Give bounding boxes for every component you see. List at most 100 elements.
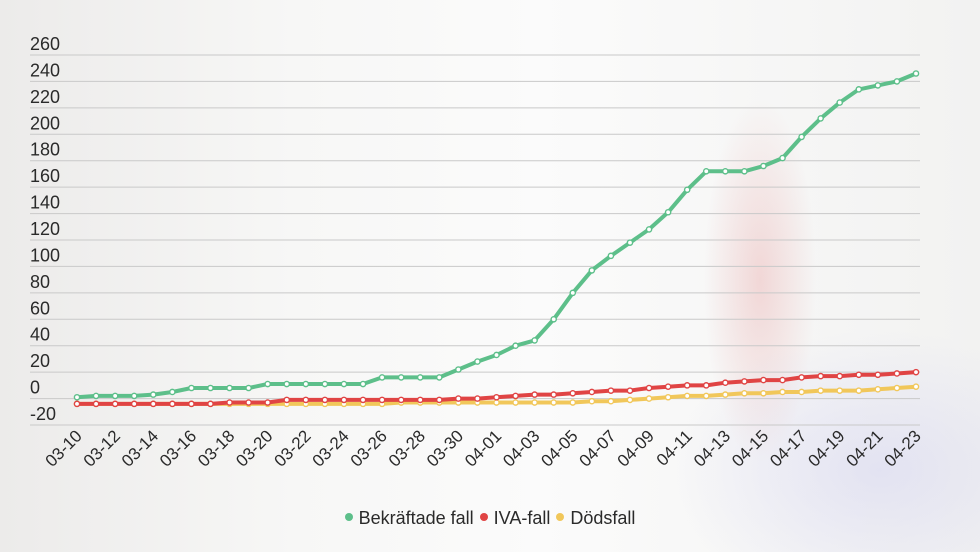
data-point-iva-fall xyxy=(893,370,901,377)
data-point-d-dsfall xyxy=(798,388,805,396)
series-lines xyxy=(73,70,920,408)
data-point-d-dsfall xyxy=(607,397,615,405)
data-point-bekr-ftade-fall xyxy=(378,374,386,381)
data-point-iva-fall xyxy=(607,387,615,394)
data-point-iva-fall xyxy=(722,379,729,387)
data-point-bekr-ftade-fall xyxy=(741,167,748,175)
data-point-d-dsfall xyxy=(817,387,824,394)
y-tick-label: 180 xyxy=(30,140,60,160)
data-point-iva-fall xyxy=(169,400,176,408)
data-point-iva-fall xyxy=(474,395,481,402)
data-point-d-dsfall xyxy=(531,399,538,406)
data-point-iva-fall xyxy=(359,396,367,404)
legend-label: Bekräftade fall xyxy=(358,508,474,528)
data-point-bekr-ftade-fall xyxy=(245,384,252,392)
data-point-d-dsfall xyxy=(645,395,653,402)
data-point-iva-fall xyxy=(188,400,195,408)
data-point-bekr-ftade-fall xyxy=(188,384,195,392)
data-point-bekr-ftade-fall xyxy=(531,337,538,344)
data-point-iva-fall xyxy=(73,400,81,408)
data-point-iva-fall xyxy=(626,387,634,394)
legend-item: Bekräftade fall xyxy=(344,508,474,529)
data-point-iva-fall xyxy=(245,399,252,406)
y-tick-label: 40 xyxy=(30,325,50,345)
data-point-d-dsfall xyxy=(493,399,500,406)
data-point-iva-fall xyxy=(302,396,310,404)
y-tick-label: 0 xyxy=(30,378,40,398)
data-point-bekr-ftade-fall xyxy=(359,380,367,388)
data-point-iva-fall xyxy=(149,400,157,408)
data-point-bekr-ftade-fall xyxy=(645,226,653,233)
data-point-bekr-ftade-fall xyxy=(817,115,824,122)
data-point-bekr-ftade-fall xyxy=(798,133,805,141)
x-tick-label: 04-13 xyxy=(690,426,734,470)
data-point-bekr-ftade-fall xyxy=(893,78,901,85)
data-point-iva-fall xyxy=(226,399,233,406)
x-tick-label: 04-03 xyxy=(499,426,543,470)
data-point-d-dsfall xyxy=(664,393,672,401)
y-tick-label: 20 xyxy=(30,351,50,371)
data-point-iva-fall xyxy=(836,372,844,380)
x-tick-label: 04-15 xyxy=(728,426,772,470)
data-point-iva-fall xyxy=(645,384,653,392)
data-point-iva-fall xyxy=(283,396,291,404)
data-point-d-dsfall xyxy=(760,389,767,397)
x-tick-label: 03-12 xyxy=(80,426,124,470)
data-point-bekr-ftade-fall xyxy=(664,208,672,216)
data-point-d-dsfall xyxy=(702,392,710,400)
data-point-bekr-ftade-fall xyxy=(397,374,405,381)
data-point-bekr-ftade-fall xyxy=(149,391,157,398)
data-point-bekr-ftade-fall xyxy=(836,99,844,106)
data-point-bekr-ftade-fall xyxy=(226,384,233,392)
data-point-iva-fall xyxy=(588,388,596,396)
x-axis-ticks: 03-1003-1203-1403-1603-1803-2003-2203-24… xyxy=(42,426,925,470)
data-point-bekr-ftade-fall xyxy=(416,374,424,381)
y-tick-label: 260 xyxy=(30,34,60,54)
legend-item: IVA-fall xyxy=(479,508,550,529)
x-tick-label: 03-30 xyxy=(423,426,467,470)
data-point-iva-fall xyxy=(435,396,443,404)
data-point-iva-fall xyxy=(817,372,824,380)
data-point-bekr-ftade-fall xyxy=(130,392,138,400)
legend-label: Dödsfall xyxy=(570,508,636,528)
x-tick-label: 04-23 xyxy=(881,426,925,470)
x-tick-label: 03-14 xyxy=(118,426,162,470)
data-point-bekr-ftade-fall xyxy=(321,380,329,388)
data-point-iva-fall xyxy=(130,400,138,408)
data-point-bekr-ftade-fall xyxy=(912,70,920,77)
data-point-iva-fall xyxy=(207,400,214,408)
data-point-bekr-ftade-fall xyxy=(283,380,291,388)
x-tick-label: 03-26 xyxy=(347,426,391,470)
data-point-bekr-ftade-fall xyxy=(455,366,462,373)
x-tick-label: 03-16 xyxy=(156,426,200,470)
x-tick-label: 04-19 xyxy=(804,426,848,470)
data-point-bekr-ftade-fall xyxy=(683,186,691,194)
y-tick-label: 240 xyxy=(30,60,60,80)
data-point-iva-fall xyxy=(798,374,805,381)
y-tick-label: -20 xyxy=(30,404,56,424)
data-point-iva-fall xyxy=(531,391,538,398)
legend-marker xyxy=(556,513,565,522)
x-tick-label: 03-22 xyxy=(270,426,314,470)
data-point-d-dsfall xyxy=(855,387,863,394)
data-point-bekr-ftade-fall xyxy=(702,167,710,175)
data-point-iva-fall xyxy=(664,383,672,390)
data-point-bekr-ftade-fall xyxy=(169,388,176,396)
y-axis-ticks: -20 0 20 40 60 80 100 120 140 160 180 200 220 240 260 xyxy=(30,34,60,424)
data-point-d-dsfall xyxy=(741,389,748,397)
y-tick-label: 220 xyxy=(30,87,60,107)
legend-marker xyxy=(479,513,488,522)
x-tick-label: 04-09 xyxy=(614,426,658,470)
legend-item: Dödsfall xyxy=(556,508,635,529)
data-point-d-dsfall xyxy=(722,391,729,398)
y-tick-label: 200 xyxy=(30,113,60,133)
y-tick-label: 140 xyxy=(30,193,60,213)
data-point-bekr-ftade-fall xyxy=(569,289,577,297)
y-tick-label: 160 xyxy=(30,166,60,186)
data-point-bekr-ftade-fall xyxy=(874,82,882,89)
x-tick-label: 04-01 xyxy=(461,426,505,470)
x-tick-label: 03-18 xyxy=(194,426,238,470)
x-tick-label: 04-11 xyxy=(653,426,696,469)
data-point-bekr-ftade-fall xyxy=(722,167,729,175)
